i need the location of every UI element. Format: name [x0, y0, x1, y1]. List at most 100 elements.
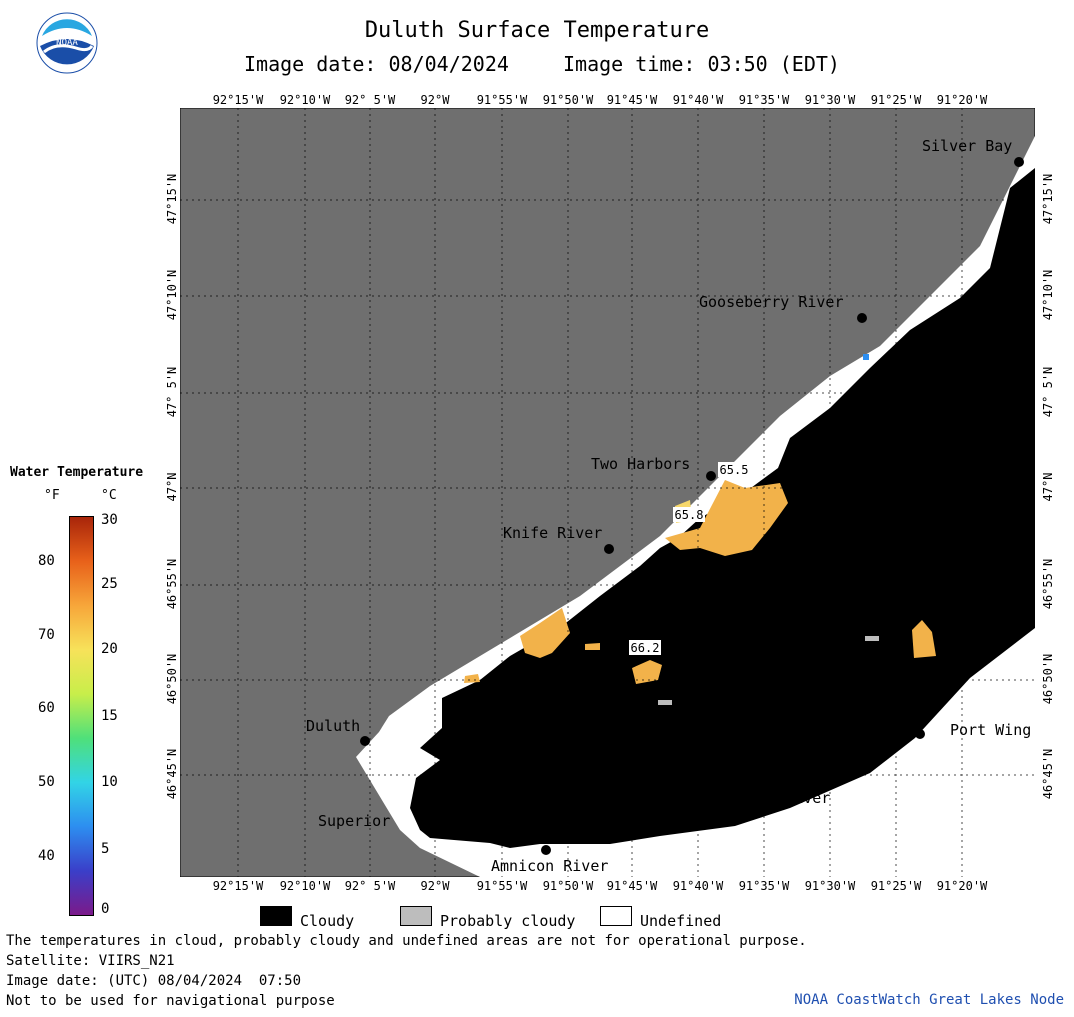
undefined-label: Undefined — [640, 912, 722, 930]
lon-label-top: 91°30'W — [804, 93, 856, 107]
place-dot — [737, 772, 747, 782]
place-label: Gooseberry River — [699, 293, 844, 311]
place-label: Brule River — [731, 789, 831, 807]
lon-label-top: 91°55'W — [476, 93, 528, 107]
lat-label-left: 47°15'N — [165, 173, 179, 225]
legend-c-tick: 0 — [101, 901, 110, 917]
legend-unit-f: °F — [44, 488, 60, 503]
lat-label-right: 47°15'N — [1041, 173, 1055, 225]
footer-nav-warning: Not to be used for navigational purpose — [6, 993, 335, 1009]
place-dot — [857, 313, 867, 323]
lon-label-top: 92°15'W — [212, 93, 264, 107]
footer-note: The temperatures in cloud, probably clou… — [6, 933, 807, 949]
legend-c-tick: 10 — [101, 774, 118, 790]
temp-pixel-blue — [863, 354, 869, 360]
legend-f-tick: 50 — [38, 774, 55, 790]
probably-cloudy-label: Probably cloudy — [440, 912, 576, 930]
place-label: Superior — [318, 812, 391, 830]
probably-cloudy-swatch — [400, 906, 432, 926]
lon-label-bottom: 91°30'W — [804, 879, 856, 893]
lon-label-bottom: 91°55'W — [476, 879, 528, 893]
temp-patch-east — [912, 620, 936, 658]
place-label: Two Harbors — [591, 455, 691, 473]
image-time: Image time: 03:50 (EDT) — [563, 52, 840, 76]
temp-label: 65.5 — [720, 463, 749, 477]
place-label: Duluth — [306, 717, 361, 735]
lat-label-left: 47°10'N — [165, 269, 179, 321]
lat-label-right: 47°10'N — [1041, 269, 1055, 321]
legend-c-tick: 20 — [101, 641, 118, 657]
lat-label-right: 46°55'N — [1041, 558, 1055, 610]
temp-patch-small-2 — [585, 643, 600, 650]
temp-label-box — [718, 462, 750, 477]
place-label: Silver Bay — [922, 137, 1013, 155]
lon-label-bottom: 91°25'W — [870, 879, 922, 893]
place-label: Port Wing — [950, 721, 1032, 739]
legend-c-tick: 25 — [101, 576, 118, 592]
legend-f-tick: 40 — [38, 848, 55, 864]
place-dots — [360, 157, 1024, 855]
lat-label-right: 47°N — [1041, 472, 1055, 502]
place-dot — [541, 845, 551, 855]
place-dot — [915, 729, 925, 739]
lon-label-bottom: 92°W — [420, 879, 450, 893]
temp-patch-two-harbors — [665, 480, 788, 556]
lon-label-bottom: 91°20'W — [936, 879, 988, 893]
legend-colorbar — [69, 516, 94, 916]
cloudy-swatch — [260, 906, 292, 926]
place-dot — [604, 544, 614, 554]
noaa-logo-text: NOAA — [56, 38, 78, 48]
temp-patch-small — [464, 674, 480, 683]
image-date: Image date: 08/04/2024 — [244, 52, 509, 76]
probably-cloudy-pixel-2 — [865, 636, 879, 641]
legend-unit-c: °C — [101, 488, 117, 503]
lon-label-bottom: 92° 5'W — [344, 879, 396, 893]
lat-label-left: 47° 5'N — [165, 366, 179, 418]
lon-label-top: 91°35'W — [738, 93, 790, 107]
legend-c-tick: 15 — [101, 708, 118, 724]
lat-label-left: 46°50'N — [165, 653, 179, 705]
probably-cloudy-pixel — [658, 700, 672, 705]
lon-label-bottom: 92°15'W — [212, 879, 264, 893]
legend-f-tick: 60 — [38, 700, 55, 716]
legend-f-tick: 70 — [38, 627, 55, 643]
lat-label-right: 46°45'N — [1041, 748, 1055, 800]
place-dot — [706, 471, 716, 481]
graticule — [180, 108, 1035, 877]
lon-label-top: 91°20'W — [936, 93, 988, 107]
temp-label-box — [673, 507, 705, 522]
footer-satellite: Satellite: VIIRS_N21 — [6, 953, 175, 969]
place-dot — [360, 736, 370, 746]
place-dot — [1014, 157, 1024, 167]
noaa-logo-icon: NOAA — [36, 12, 98, 74]
temp-label: 66.2 — [631, 641, 660, 655]
temperature-labels: 65.5 65.8 66.2 — [629, 462, 750, 655]
lon-label-top: 91°25'W — [870, 93, 922, 107]
legend-f-tick: 80 — [38, 553, 55, 569]
lon-label-top: 92°W — [420, 93, 450, 107]
lon-label-bottom: 91°40'W — [672, 879, 724, 893]
footer-credit: NOAA CoastWatch Great Lakes Node — [794, 992, 1064, 1008]
lon-label-bottom: 91°50'W — [542, 879, 594, 893]
temp-label-box — [629, 640, 661, 655]
lat-label-right: 46°50'N — [1041, 653, 1055, 705]
lon-label-top: 92° 5'W — [344, 93, 396, 107]
lon-label-top: 91°45'W — [606, 93, 658, 107]
legend-title: Water Temperature — [10, 465, 144, 480]
place-label: Amnicon River — [491, 857, 609, 875]
temp-label: 65.8 — [675, 508, 704, 522]
cloudy-label: Cloudy — [300, 912, 355, 930]
lat-label-left: 46°55'N — [165, 558, 179, 610]
lon-label-top: 91°50'W — [542, 93, 594, 107]
map-title: Duluth Surface Temperature — [364, 18, 710, 43]
lon-label-bottom: 91°35'W — [738, 879, 790, 893]
temp-patch-central — [632, 660, 662, 684]
lon-label-top: 91°40'W — [672, 93, 724, 107]
lon-label-bottom: 92°10'W — [279, 879, 331, 893]
undefined-swatch — [600, 906, 632, 926]
lat-label-right: 47° 5'N — [1041, 366, 1055, 418]
footer-utc-date: Image date: (UTC) 08/04/2024 07:50 — [6, 973, 302, 989]
temp-patch-knife-river — [520, 608, 570, 658]
lat-label-left: 47°N — [165, 472, 179, 502]
lon-label-top: 92°10'W — [279, 93, 331, 107]
